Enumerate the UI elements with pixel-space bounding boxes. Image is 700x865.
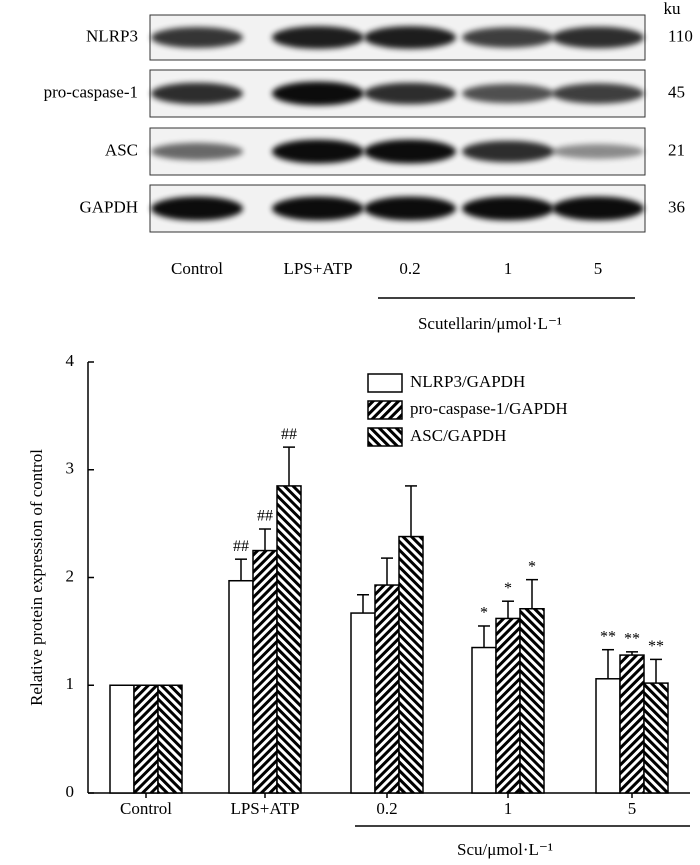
- blot-band: [151, 82, 243, 105]
- blot-band: [462, 27, 554, 48]
- row-label: NLRP3: [86, 26, 138, 45]
- group-label: Scu/μmol·L⁻¹: [457, 840, 553, 859]
- blot-band: [272, 26, 364, 49]
- y-axis-label: Relative protein expression of control: [27, 449, 46, 706]
- blot-band: [272, 196, 364, 221]
- bar: [471, 646, 497, 794]
- blot-band: [151, 27, 243, 48]
- blot-band: [364, 196, 456, 221]
- blot-band: [364, 26, 456, 49]
- size-label: 21: [668, 140, 685, 159]
- bar: [133, 684, 159, 794]
- bar: [252, 549, 278, 794]
- blot-band: [151, 196, 243, 221]
- y-tick-label: 4: [66, 351, 75, 370]
- legend-label: NLRP3/GAPDH: [410, 372, 525, 391]
- row-label: pro-caspase-1: [44, 82, 138, 101]
- x-tick-label: 1: [504, 799, 513, 818]
- x-tick-label: 0.2: [376, 799, 397, 818]
- size-label: 110: [668, 26, 693, 45]
- bar: [374, 584, 400, 794]
- legend-label: ASC/GAPDH: [410, 426, 506, 445]
- bar: [276, 485, 302, 794]
- legend-swatch: [367, 427, 403, 447]
- size-label: 36: [668, 197, 685, 216]
- bar: [495, 617, 521, 794]
- bar: [643, 682, 669, 794]
- bar-chart: 0 1 2 3 4 Relative protein expression of cont…: [27, 351, 690, 859]
- lane-label: Control: [171, 259, 223, 278]
- blot-band: [272, 139, 364, 164]
- legend-swatch: [367, 400, 403, 420]
- bar: [519, 607, 545, 794]
- bar: [350, 612, 376, 794]
- blot-band: [462, 196, 554, 221]
- legend-swatch: [367, 373, 403, 393]
- blot-band: [552, 144, 644, 159]
- blot-band: [272, 81, 364, 106]
- significance-label: **: [648, 638, 664, 655]
- significance-label: **: [624, 631, 640, 648]
- bar: [619, 654, 645, 794]
- lane-label: 5: [594, 259, 603, 278]
- significance-label: *: [528, 558, 536, 575]
- size-label: 45: [668, 82, 685, 101]
- blot-band: [552, 83, 644, 104]
- blot-band: [364, 82, 456, 105]
- significance-label: ##: [233, 538, 249, 555]
- blot-band: [552, 196, 644, 221]
- bar: [228, 579, 254, 794]
- significance-label: **: [600, 628, 616, 645]
- significance-label: *: [480, 605, 488, 622]
- row-label: ASC: [105, 140, 138, 159]
- x-tick-label: Control: [120, 799, 172, 818]
- bar: [595, 678, 621, 794]
- bar: [157, 684, 183, 794]
- legend-label: pro-caspase-1/GAPDH: [410, 399, 568, 418]
- lane-label: 0.2: [399, 259, 420, 278]
- unit-label: ku: [664, 0, 682, 18]
- group-label: Scutellarin/μmol·L⁻¹: [418, 314, 562, 333]
- row-label: GAPDH: [79, 197, 138, 216]
- significance-label: ##: [281, 426, 297, 443]
- x-tick-label: LPS+ATP: [230, 799, 299, 818]
- y-tick-label: 3: [66, 459, 75, 478]
- bar: [398, 535, 424, 794]
- significance-label: *: [504, 580, 512, 597]
- blot-band: [462, 83, 554, 104]
- western-blot: ku NLRP3 110 pro-caspase-1 45 ASC 21 GAPDH 36 Con…: [44, 0, 693, 333]
- y-tick-label: 2: [66, 566, 75, 585]
- bar: [109, 684, 135, 794]
- y-tick-label: 0: [66, 782, 75, 801]
- x-tick-label: 5: [628, 799, 637, 818]
- lane-label: LPS+ATP: [283, 259, 352, 278]
- blot-band: [151, 142, 243, 161]
- blot-band: [462, 140, 554, 163]
- blot-band: [552, 26, 644, 49]
- y-tick-label: 1: [66, 674, 75, 693]
- blot-band: [364, 139, 456, 164]
- lane-label: 1: [504, 259, 513, 278]
- significance-label: ##: [257, 508, 273, 525]
